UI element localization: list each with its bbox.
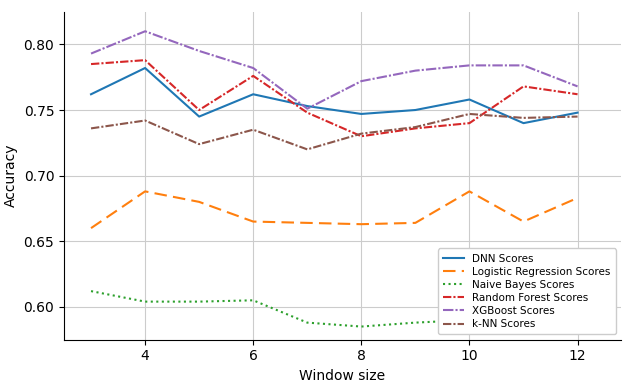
k-NN Scores bbox=[250, 127, 257, 132]
XGBoost Scores bbox=[520, 63, 527, 68]
Line: Random Forest Scores: Random Forest Scores bbox=[91, 60, 577, 136]
k-NN Scores bbox=[520, 115, 527, 120]
DNN Scores bbox=[412, 108, 419, 112]
Naive Bayes Scores bbox=[573, 318, 581, 322]
Logistic Regression Scores bbox=[520, 219, 527, 224]
Logistic Regression Scores bbox=[250, 219, 257, 224]
DNN Scores bbox=[87, 92, 95, 96]
Naive Bayes Scores bbox=[358, 324, 365, 329]
Logistic Regression Scores bbox=[412, 220, 419, 225]
DNN Scores bbox=[465, 97, 473, 102]
XGBoost Scores bbox=[87, 51, 95, 56]
XGBoost Scores bbox=[141, 29, 149, 34]
Naive Bayes Scores bbox=[87, 289, 95, 293]
Random Forest Scores bbox=[195, 108, 203, 112]
Naive Bayes Scores bbox=[303, 320, 311, 325]
Line: k-NN Scores: k-NN Scores bbox=[91, 114, 577, 149]
Logistic Regression Scores bbox=[303, 220, 311, 225]
XGBoost Scores bbox=[250, 66, 257, 70]
Line: XGBoost Scores: XGBoost Scores bbox=[91, 31, 577, 109]
Y-axis label: Accuracy: Accuracy bbox=[4, 144, 18, 207]
k-NN Scores bbox=[195, 142, 203, 146]
Random Forest Scores bbox=[87, 62, 95, 66]
Logistic Regression Scores bbox=[573, 196, 581, 200]
Random Forest Scores bbox=[412, 126, 419, 131]
Logistic Regression Scores bbox=[465, 189, 473, 194]
DNN Scores bbox=[358, 112, 365, 116]
Naive Bayes Scores bbox=[250, 298, 257, 303]
XGBoost Scores bbox=[358, 79, 365, 83]
Naive Bayes Scores bbox=[520, 318, 527, 322]
Line: Logistic Regression Scores: Logistic Regression Scores bbox=[91, 191, 577, 228]
Logistic Regression Scores bbox=[141, 189, 149, 194]
k-NN Scores bbox=[412, 125, 419, 129]
Logistic Regression Scores bbox=[87, 226, 95, 230]
k-NN Scores bbox=[303, 147, 311, 152]
XGBoost Scores bbox=[195, 49, 203, 53]
Naive Bayes Scores bbox=[141, 299, 149, 304]
k-NN Scores bbox=[87, 126, 95, 131]
k-NN Scores bbox=[573, 114, 581, 119]
k-NN Scores bbox=[465, 112, 473, 116]
DNN Scores bbox=[303, 104, 311, 108]
Random Forest Scores bbox=[303, 110, 311, 115]
DNN Scores bbox=[141, 66, 149, 70]
Naive Bayes Scores bbox=[465, 318, 473, 322]
Naive Bayes Scores bbox=[195, 299, 203, 304]
k-NN Scores bbox=[358, 131, 365, 136]
Logistic Regression Scores bbox=[358, 222, 365, 227]
Random Forest Scores bbox=[465, 121, 473, 125]
Line: Naive Bayes Scores: Naive Bayes Scores bbox=[91, 291, 577, 327]
Logistic Regression Scores bbox=[195, 200, 203, 204]
Random Forest Scores bbox=[250, 74, 257, 78]
Legend: DNN Scores, Logistic Regression Scores, Naive Bayes Scores, Random Forest Scores: DNN Scores, Logistic Regression Scores, … bbox=[438, 249, 616, 335]
XGBoost Scores bbox=[465, 63, 473, 68]
DNN Scores bbox=[195, 114, 203, 119]
Random Forest Scores bbox=[141, 58, 149, 63]
Random Forest Scores bbox=[358, 134, 365, 139]
XGBoost Scores bbox=[303, 107, 311, 111]
DNN Scores bbox=[250, 92, 257, 96]
DNN Scores bbox=[573, 110, 581, 115]
DNN Scores bbox=[520, 121, 527, 125]
X-axis label: Window size: Window size bbox=[300, 369, 385, 383]
XGBoost Scores bbox=[573, 84, 581, 89]
XGBoost Scores bbox=[412, 68, 419, 73]
k-NN Scores bbox=[141, 118, 149, 123]
Random Forest Scores bbox=[520, 84, 527, 89]
Naive Bayes Scores bbox=[412, 320, 419, 325]
Line: DNN Scores: DNN Scores bbox=[91, 68, 577, 123]
Random Forest Scores bbox=[573, 92, 581, 96]
